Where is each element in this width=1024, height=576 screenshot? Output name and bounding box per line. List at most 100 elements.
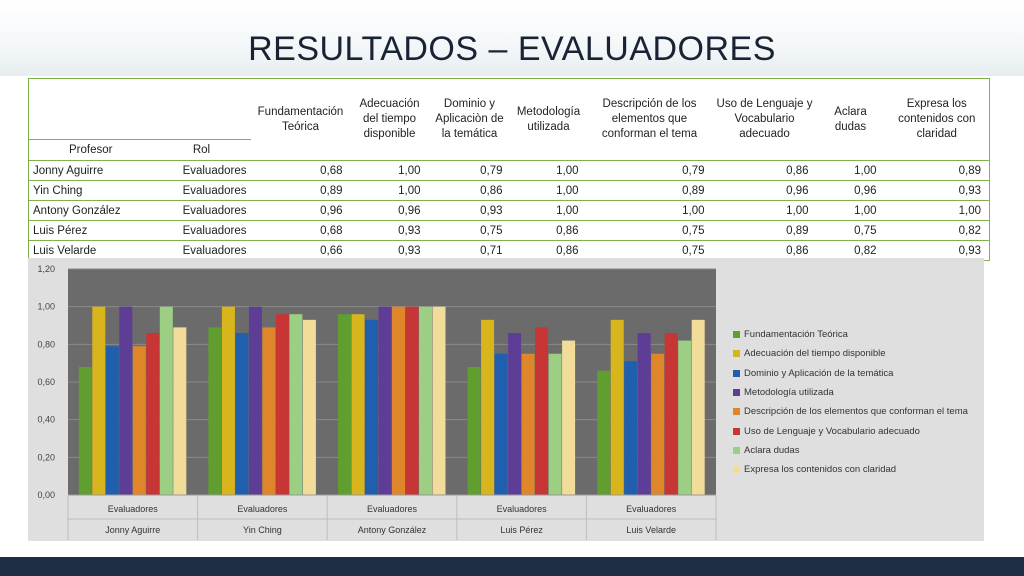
score-cell: 0,75 — [586, 240, 713, 261]
bar — [508, 333, 522, 495]
category-group-label: Evaluadores — [367, 504, 418, 514]
legend-label: Aclara dudas — [744, 444, 800, 456]
legend-label: Expresa los contenidos con claridad — [744, 464, 897, 476]
score-cell: 1,00 — [350, 160, 429, 181]
score-cell: 0,89 — [712, 220, 817, 241]
legend-swatch — [733, 369, 740, 377]
bar — [146, 333, 160, 495]
score-cell: 0,86 — [510, 220, 587, 241]
bar — [208, 327, 222, 495]
legend-item: Adecuación del tiempo disponible — [733, 344, 983, 363]
rol-cell: Evaluadores — [152, 200, 251, 221]
score-cell: 0,86 — [712, 240, 817, 261]
legend-item: Aclara dudas — [733, 441, 983, 460]
category-label: Antony González — [358, 525, 427, 535]
bar — [562, 340, 576, 495]
bar — [651, 353, 665, 495]
bar — [248, 306, 262, 495]
legend-item: Descripción de los elementos que conform… — [733, 402, 983, 421]
header-criterion: Dominio y Aplicaciòn de la temática — [435, 98, 504, 140]
header-criterion: Fundamentación Teórica — [257, 105, 344, 133]
score-cell: 0,86 — [510, 240, 587, 261]
legend-label: Metodología utilizada — [744, 387, 834, 399]
category-group-label: Evaluadores — [108, 504, 159, 514]
bar — [664, 333, 678, 495]
y-tick-label: 0,80 — [37, 339, 55, 349]
header-criterion: Expresa los contenidos con claridad — [898, 98, 976, 140]
category-group-label: Evaluadores — [237, 504, 288, 514]
header-criterion: Metodología utilizada — [516, 105, 581, 133]
header-blank — [28, 78, 251, 140]
category-group-label: Evaluadores — [497, 504, 548, 514]
header-criterion: Aclara dudas — [834, 105, 867, 133]
header-criterion: Descripción de los elementos que conform… — [601, 98, 698, 140]
legend-item: Uso de Lenguaje y Vocabulario adecuado — [733, 421, 983, 440]
profesor-cell: Luis Velarde — [28, 240, 153, 261]
legend-label: Dominio y Aplicación de la temática — [744, 367, 894, 379]
profesor-cell: Jonny Aguirre — [28, 160, 153, 181]
bar — [467, 366, 481, 495]
chart-legend: Fundamentación Teórica Adecuación del tie… — [733, 325, 983, 479]
bar — [338, 314, 351, 495]
score-cell: 0,89 — [884, 160, 990, 181]
legend-item: Metodología utilizada — [733, 383, 983, 402]
rol-cell: Evaluadores — [152, 160, 251, 181]
score-cell: 1,00 — [510, 200, 587, 221]
y-tick-label: 0,60 — [37, 377, 55, 387]
table-row: Yin Ching Evaluadores 0,89 1,00 0,86 1,00 0,89… — [28, 180, 990, 201]
score-cell: 0,86 — [428, 180, 511, 201]
results-table: Fundamentación Teórica Adecuación del ti… — [28, 78, 990, 261]
bar — [351, 314, 365, 495]
bar — [262, 327, 276, 495]
score-cell: 0,96 — [816, 180, 885, 201]
legend-item: Dominio y Aplicación de la temática — [733, 364, 983, 383]
bar — [392, 306, 405, 495]
score-cell: 0,96 — [350, 200, 429, 221]
score-cell: 0,68 — [250, 220, 351, 241]
bar — [521, 353, 535, 495]
score-cell: 0,71 — [428, 240, 511, 261]
bar — [535, 327, 549, 495]
legend-swatch — [733, 350, 740, 358]
table-row: Jonny Aguirre Evaluadores 0,68 1,00 0,79 1,00… — [28, 160, 990, 181]
bar — [365, 319, 378, 495]
bar — [105, 346, 119, 495]
bar — [419, 306, 432, 495]
table-row: Luis Pérez Evaluadores 0,68 0,93 0,75 0,86 0,7… — [28, 220, 990, 241]
score-cell: 0,93 — [350, 220, 429, 241]
bar — [405, 306, 419, 495]
score-cell: 1,00 — [350, 180, 429, 201]
bar-chart: 0,00 0,20 0,40 0,60 0,80 1,00 1,20 Evaluadores J… — [28, 258, 984, 541]
score-cell: 0,96 — [250, 200, 351, 221]
bar — [678, 340, 692, 495]
legend-swatch — [733, 389, 740, 397]
rol-cell: Evaluadores — [152, 220, 251, 241]
legend-swatch — [733, 408, 740, 416]
y-tick-label: 0,20 — [37, 452, 55, 462]
score-cell: 0,93 — [350, 240, 429, 261]
rol-cell: Evaluadores — [152, 240, 251, 261]
bar — [221, 306, 235, 495]
category-group-label: Evaluadores — [626, 504, 677, 514]
bar — [494, 353, 508, 495]
bar — [289, 314, 303, 495]
bar — [432, 306, 446, 495]
y-tick-label: 0,40 — [37, 415, 55, 425]
score-cell: 0,82 — [816, 240, 885, 261]
slide-title: RESULTADOS – EVALUADORES — [248, 30, 776, 68]
score-cell: 0,93 — [884, 180, 990, 201]
bar — [235, 333, 249, 495]
legend-swatch — [733, 427, 740, 435]
title-band — [0, 0, 1024, 76]
score-cell: 0,93 — [884, 240, 990, 261]
profesor-cell: Antony González — [28, 200, 153, 221]
header-profesor: Profesor — [69, 143, 113, 156]
bar — [78, 366, 92, 495]
score-cell: 1,00 — [816, 160, 885, 181]
footer-bar — [0, 557, 1024, 576]
bar — [610, 319, 624, 495]
score-cell: 0,75 — [586, 220, 713, 241]
score-cell: 1,00 — [884, 200, 990, 221]
bar — [597, 370, 611, 495]
y-tick-label: 0,00 — [37, 490, 55, 500]
